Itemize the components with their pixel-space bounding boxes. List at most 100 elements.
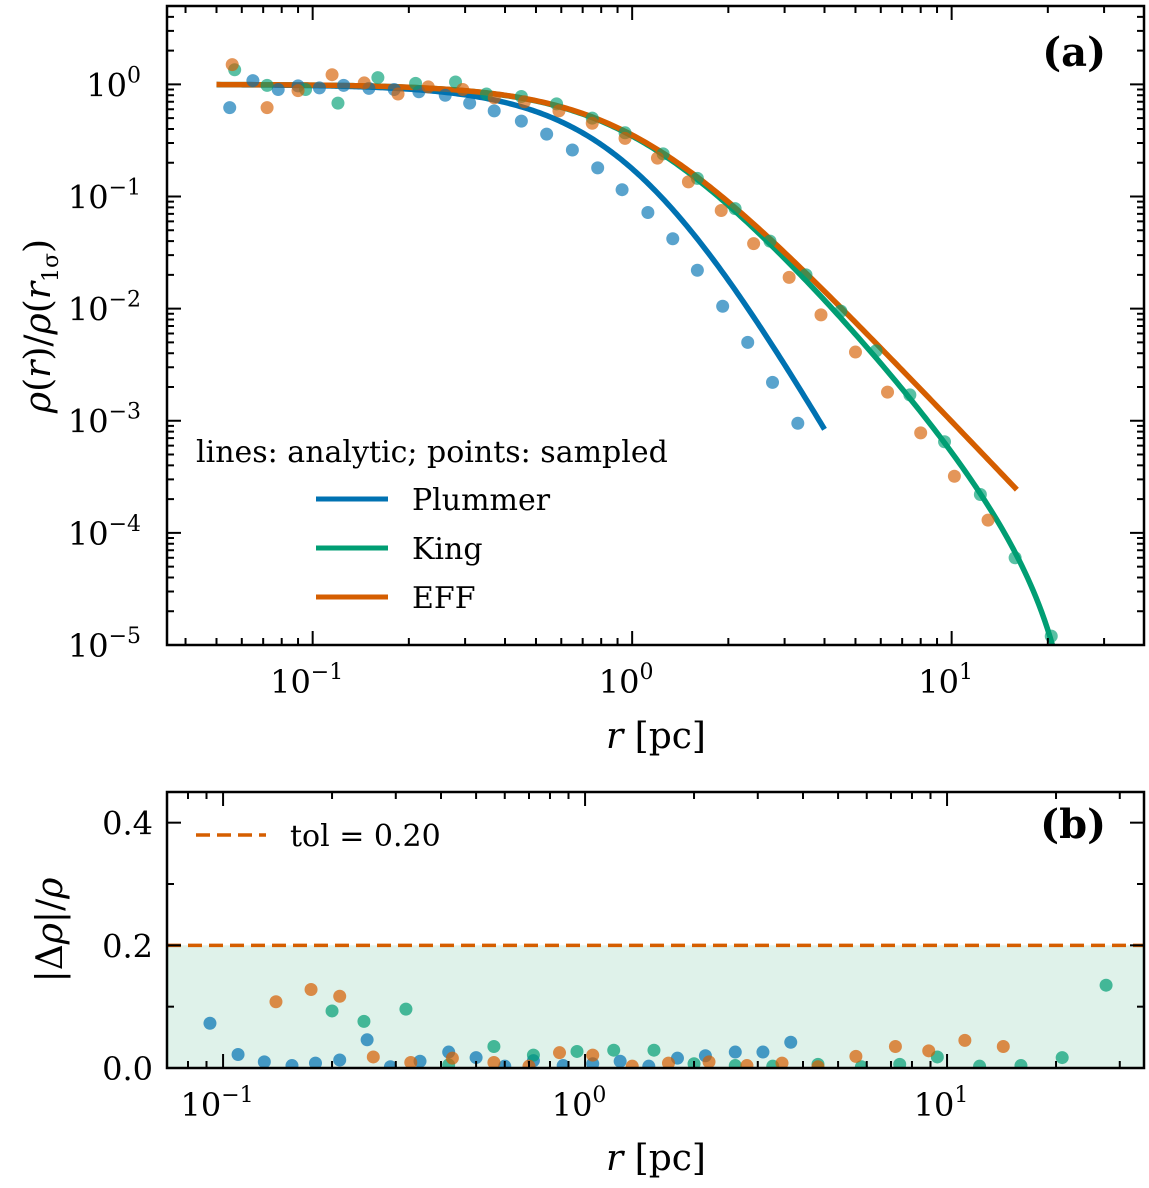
residual-point-plummer — [203, 1016, 217, 1030]
sample-point-king — [869, 344, 883, 358]
sample-point-eff — [291, 84, 305, 98]
sample-point-eff — [357, 76, 371, 90]
residual-point-plummer — [308, 1056, 322, 1068]
residual-point-king — [570, 1044, 584, 1058]
residual-point-eff — [888, 1040, 902, 1054]
legend-label-tol: tol = 0.20 — [290, 819, 441, 854]
sample-point-plummer — [666, 232, 680, 246]
sample-point-king — [371, 71, 385, 85]
x-tick-label: 10−1 — [180, 1083, 253, 1124]
sample-point-eff — [981, 513, 995, 527]
residual-point-eff — [702, 1055, 716, 1068]
residual-point-king — [647, 1043, 661, 1057]
sample-point-plummer — [615, 183, 629, 197]
residual-point-eff — [740, 1059, 754, 1068]
sample-point-eff — [618, 131, 632, 145]
residual-point-king — [1055, 1051, 1069, 1065]
sample-point-eff — [517, 95, 531, 109]
sample-point-king — [973, 487, 987, 501]
sample-point-plummer — [766, 375, 780, 389]
sample-point-eff — [325, 68, 339, 82]
residual-point-plummer — [285, 1059, 299, 1068]
sample-point-king — [903, 388, 917, 402]
sample-point-king — [834, 304, 848, 318]
y-tick-label: 10−1 — [68, 175, 141, 216]
y-tick-label: 10−2 — [68, 288, 141, 329]
legend-a: lines: analytic; points: sampled Plummer… — [196, 435, 668, 616]
residual-point-eff — [553, 1046, 567, 1060]
panel-a: 10−1 100 101 100 10−1 10−2 10−3 10−4 10−5 (a) r … — [18, 4, 1146, 757]
sample-point-eff — [225, 58, 239, 72]
residual-point-plummer — [469, 1051, 483, 1065]
sample-point-king — [331, 96, 345, 110]
residual-point-eff — [775, 1056, 789, 1068]
sample-point-plummer — [741, 335, 755, 349]
sample-point-king — [1008, 551, 1022, 565]
curve-eff — [216, 81, 1019, 492]
legend-title-a: lines: analytic; points: sampled — [196, 435, 668, 470]
legend-label-king: King — [412, 532, 483, 567]
residual-point-plummer — [613, 1054, 627, 1068]
sample-point-king — [1044, 629, 1058, 643]
y-tick-label: 10−3 — [68, 400, 141, 441]
residual-point-king — [973, 1059, 987, 1068]
curve-plummer — [216, 81, 827, 431]
residual-point-king — [607, 1043, 621, 1057]
residual-point-king — [728, 1059, 742, 1068]
sample-point-plummer — [540, 127, 554, 141]
sample-point-king — [260, 78, 274, 92]
residual-point-king — [487, 1040, 501, 1054]
sample-point-eff — [391, 87, 405, 101]
residual-point-king — [399, 1002, 413, 1016]
sample-point-plummer — [271, 83, 285, 97]
residual-point-king — [1014, 1059, 1028, 1068]
y-tick-label: 0.4 — [102, 805, 153, 843]
residual-point-eff — [996, 1040, 1010, 1054]
sample-point-plummer — [591, 161, 605, 175]
residual-point-king — [325, 1004, 339, 1018]
sample-point-plummer — [438, 88, 452, 102]
residual-point-eff — [958, 1033, 972, 1047]
panel-tag-b: (b) — [1040, 801, 1106, 848]
residual-point-king — [526, 1048, 540, 1062]
sample-point-eff — [947, 469, 961, 483]
legend-label-eff: EFF — [412, 581, 476, 616]
sample-point-plummer — [565, 143, 579, 157]
sample-point-king — [409, 76, 423, 90]
sample-point-plummer — [312, 81, 326, 95]
residual-point-plummer — [756, 1045, 770, 1059]
sample-point-eff — [487, 91, 501, 105]
residual-point-eff — [404, 1055, 418, 1068]
x-tick-label: 10−1 — [270, 660, 343, 701]
residual-point-eff — [366, 1050, 380, 1064]
sample-point-eff — [914, 426, 928, 440]
legend-label-plummer: Plummer — [412, 483, 551, 518]
residual-point-eff — [586, 1048, 600, 1062]
residual-point-plummer — [383, 1060, 397, 1068]
sample-point-plummer — [641, 205, 655, 219]
sample-point-king — [799, 268, 813, 282]
sample-point-eff — [456, 83, 470, 97]
sample-point-eff — [421, 80, 435, 94]
sample-point-king — [728, 202, 742, 216]
x-axis-label-a: r [pc] — [606, 716, 706, 757]
sample-point-plummer — [223, 101, 237, 115]
sample-point-eff — [714, 204, 728, 218]
sample-point-plummer — [487, 104, 501, 118]
sample-point-plummer — [791, 416, 805, 430]
residual-point-king — [893, 1057, 907, 1068]
residual-point-eff — [625, 1059, 639, 1068]
residual-point-plummer — [360, 1033, 374, 1047]
sample-point-plummer — [514, 114, 528, 128]
panel-tag-a: (a) — [1042, 29, 1106, 76]
sample-point-eff — [881, 385, 895, 399]
sample-point-eff — [814, 308, 828, 322]
residual-point-king — [357, 1014, 371, 1028]
x-tick-label: 101 — [918, 660, 973, 701]
y-axis-label-b: |Δρ|/ρ — [30, 878, 71, 983]
residual-point-eff — [269, 995, 283, 1009]
sample-point-plummer — [463, 96, 477, 110]
x-tick-label: 100 — [599, 660, 654, 701]
x-tick-label: 101 — [914, 1083, 969, 1124]
